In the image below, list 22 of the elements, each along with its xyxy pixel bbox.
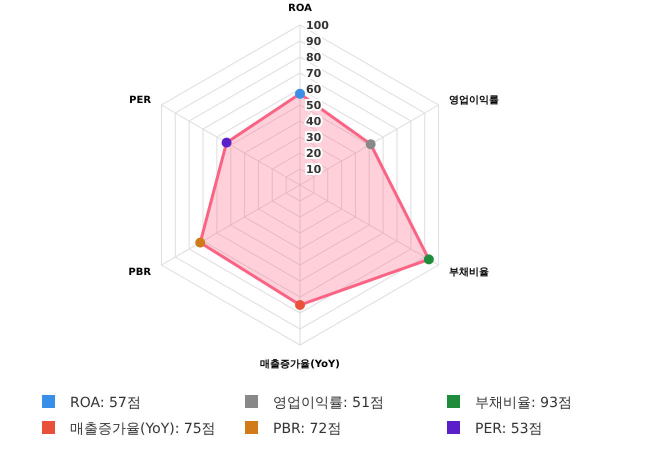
spoke-label: PBR	[128, 267, 152, 278]
y-tick-label: 40	[306, 115, 322, 128]
y-tick-label: 10	[306, 163, 322, 176]
spoke-label: 부채비율	[448, 267, 489, 278]
text: 부채비율: 93점	[475, 395, 572, 411]
y-tick-label: 80	[306, 51, 322, 64]
text: ROA: 57점	[70, 395, 141, 411]
spoke-label: 영업이익률	[448, 95, 499, 106]
text: PBR: 72점	[273, 421, 342, 437]
y-tick-label: 20	[306, 147, 322, 160]
y-tick-label: 30	[306, 131, 322, 144]
spoke-label: ROA	[288, 3, 312, 14]
spoke-label: 매출증가율(YoY)	[260, 359, 340, 370]
y-tick-label: 60	[306, 83, 322, 96]
text: PER: 53점	[475, 421, 543, 437]
text: 매출증가율(YoY): 75점	[70, 421, 216, 437]
y-tick-label: 50	[306, 99, 322, 112]
y-tick-label: 100	[306, 19, 330, 32]
spoke-label: PER	[129, 95, 152, 106]
text: 영업이익률: 51점	[273, 395, 384, 411]
y-tick-label: 70	[306, 67, 322, 80]
y-tick-label: 90	[306, 35, 322, 48]
